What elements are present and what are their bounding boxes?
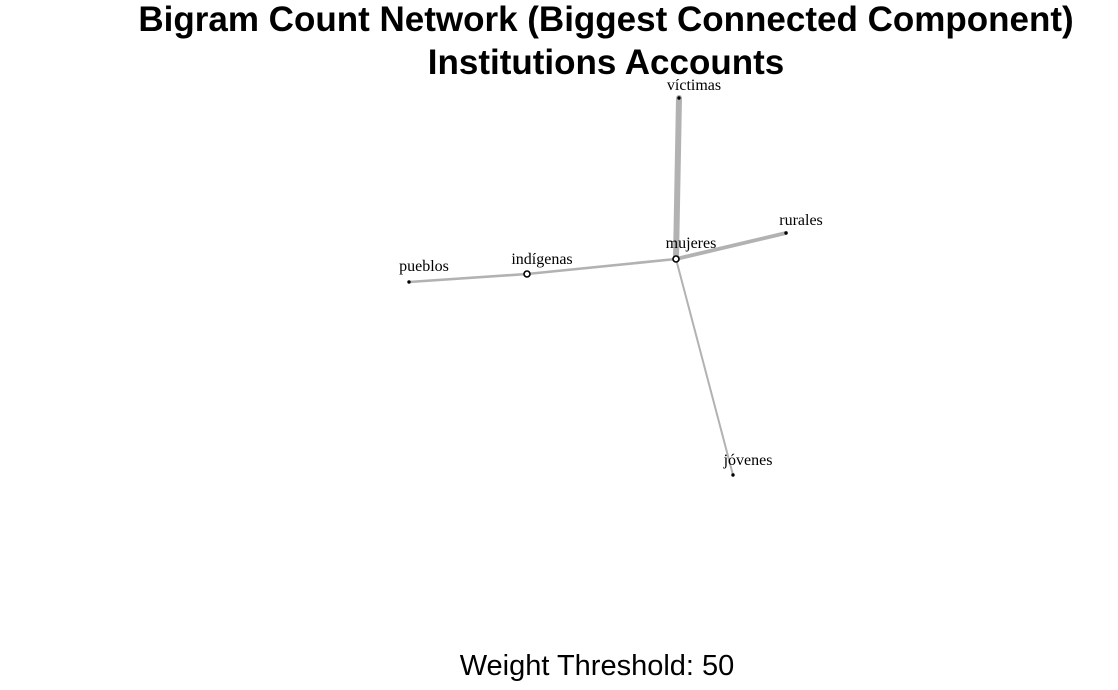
- node-rurales: [784, 231, 788, 235]
- edge-mujeres-indígenas: [525, 257, 678, 276]
- node-label-mujeres: mujeres: [666, 235, 717, 252]
- node-víctimas: [677, 96, 681, 100]
- node-mujeres: [672, 255, 680, 263]
- edge-pueblos-indígenas: [407, 272, 529, 284]
- node-label-víctimas: víctimas: [667, 77, 721, 94]
- node-label-indígenas: indígenas: [511, 251, 572, 268]
- node-label-pueblos: pueblos: [399, 258, 449, 275]
- chart-title-line-2: Institutions Accounts: [427, 43, 785, 82]
- edges-layer: [407, 95, 788, 476]
- edge-mujeres-rurales: [674, 231, 788, 261]
- node-label-jóvenes: jóvenes: [723, 452, 773, 469]
- nodes-layer: [407, 96, 788, 477]
- edge-mujeres-jóvenes: [675, 258, 734, 476]
- node-indígenas: [523, 270, 531, 278]
- node-jóvenes: [731, 473, 735, 477]
- chart-title-line-1: Bigram Count Network (Biggest Connected …: [138, 0, 1074, 39]
- node-label-rurales: rurales: [779, 212, 823, 229]
- weight-threshold-caption: Weight Threshold: 50: [459, 650, 735, 682]
- labels-layer: mujeres víctimas rurales indígenas pueblos jó…: [399, 77, 823, 469]
- edge-mujeres-víctimas: [673, 95, 682, 262]
- node-pueblos: [407, 280, 411, 284]
